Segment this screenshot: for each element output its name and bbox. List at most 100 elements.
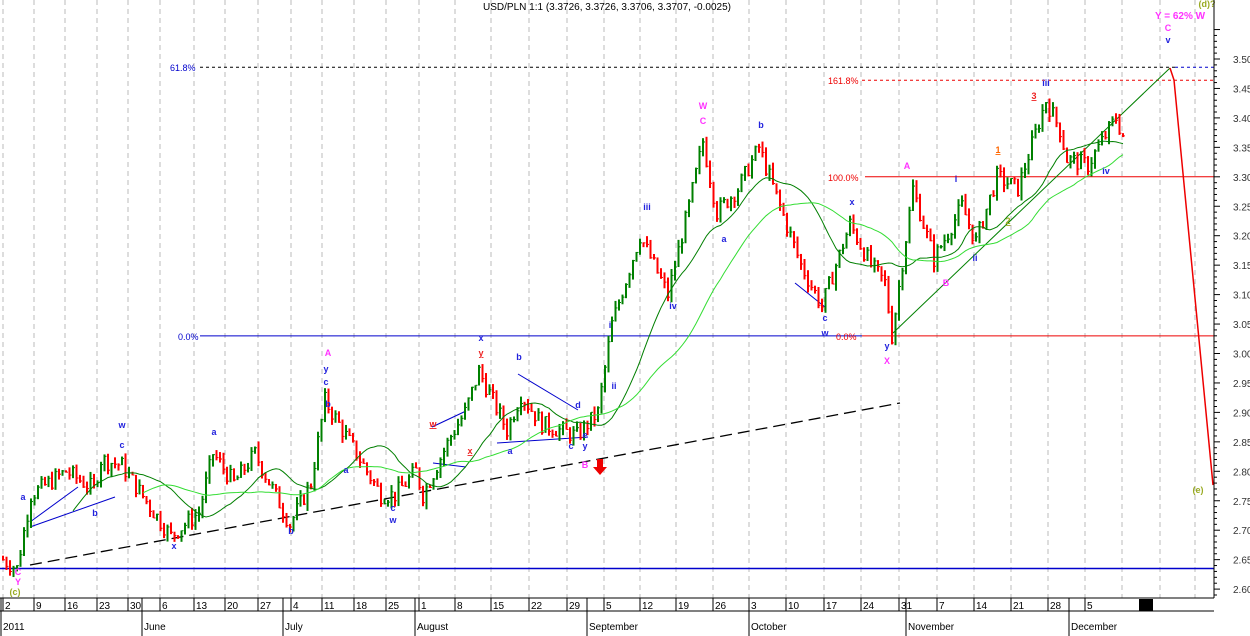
wave-label: b — [325, 399, 331, 409]
wave-label: (e) — [1193, 485, 1204, 495]
pattern-line — [431, 410, 467, 428]
y-tick-label: 3.00 — [1233, 350, 1250, 361]
week-label: 27 — [260, 601, 272, 612]
wave-label: iii — [1042, 78, 1050, 88]
pattern-line — [29, 496, 116, 528]
pattern-line — [517, 373, 579, 411]
projection-line — [1169, 67, 1214, 486]
week-label: 22 — [531, 601, 543, 612]
week-label: 3 — [751, 601, 757, 612]
week-label: 9 — [36, 601, 42, 612]
wave-label: y — [323, 364, 328, 374]
y-tick-label: 2.65 — [1233, 556, 1250, 567]
week-label: 17 — [826, 601, 838, 612]
wave-label: i — [955, 174, 958, 184]
wave-label: i — [609, 320, 612, 330]
week-label: 31 — [901, 601, 913, 612]
wave-label: x — [171, 541, 176, 551]
week-label: 28 — [1050, 601, 1062, 612]
down-arrow-icon — [593, 459, 607, 475]
week-label: 13 — [196, 601, 208, 612]
fib-label: 0.0% — [178, 332, 199, 342]
week-label: 26 — [715, 601, 727, 612]
week-label: 7 — [939, 601, 945, 612]
fib-label: 0.0% — [836, 332, 857, 342]
month-label: August — [417, 622, 448, 633]
fib-label: 100.0% — [828, 173, 859, 183]
fib-label: 61.8% — [170, 63, 196, 73]
month-label: November — [908, 622, 955, 633]
wave-label: C — [700, 116, 707, 126]
wave-label: X — [884, 356, 890, 366]
pattern-line — [432, 462, 467, 468]
month-label: October — [751, 622, 787, 633]
wave-label: a — [721, 234, 727, 244]
y-tick-label: 3.50 — [1233, 55, 1250, 66]
y-tick-label: 2.75 — [1233, 497, 1250, 508]
y-tick-label: 3.40 — [1233, 114, 1250, 125]
month-label: September — [589, 622, 639, 633]
y-tick-label: 2.70 — [1233, 526, 1250, 537]
wave-label: y — [884, 341, 889, 351]
week-label: 21 — [1013, 601, 1025, 612]
wave-label: a — [20, 492, 26, 502]
current-time-marker — [1139, 599, 1153, 611]
sma-long-line — [142, 154, 1124, 496]
wave-label: b — [92, 508, 98, 518]
week-label: 18 — [356, 601, 368, 612]
week-label: 20 — [227, 601, 239, 612]
wave-label: c — [822, 313, 827, 323]
wave-label: ii — [611, 381, 616, 391]
month-label: June — [144, 622, 166, 633]
channel-line — [892, 67, 1171, 334]
week-label: 23 — [99, 601, 111, 612]
wave-label: w — [117, 420, 126, 430]
y-tick-label: 3.15 — [1233, 261, 1250, 272]
x-axis: 2 9 16 23 30 6 13 20 27 4 11 18 25 1 8 15 22 29 5 12 19 26 3 10… — [0, 597, 1214, 636]
wave-label: b — [516, 352, 522, 362]
wave-label: c — [568, 441, 573, 451]
wave-label: B — [582, 460, 589, 470]
week-label: 10 — [788, 601, 800, 612]
wave-label: d — [575, 400, 581, 410]
wave-label: a — [507, 446, 513, 456]
wave-label: x — [467, 446, 472, 456]
week-label: 1 — [421, 601, 427, 612]
week-label: 29 — [569, 601, 581, 612]
fib-label: 161.8% — [828, 76, 859, 86]
price-bars — [2, 98, 1125, 578]
y-tick-label: 3.35 — [1233, 143, 1250, 154]
wave-label: v — [1165, 35, 1170, 45]
week-label: 30 — [130, 601, 142, 612]
wave-label: W — [699, 101, 708, 111]
y-tick-label: 2.85 — [1233, 438, 1250, 449]
week-label: 24 — [863, 601, 875, 612]
wave-label: e — [582, 430, 587, 440]
month-label: 2011 — [3, 622, 25, 633]
wave-label: b — [758, 120, 764, 130]
week-label: 6 — [162, 601, 168, 612]
week-label: 16 — [67, 601, 79, 612]
wave-label: w — [820, 328, 829, 338]
y-tick-label: 2.95 — [1233, 379, 1250, 390]
week-label: 11 — [324, 601, 335, 612]
week-label: 5 — [1087, 601, 1093, 612]
week-label: 14 — [976, 601, 988, 612]
y-tick-label: 2.80 — [1233, 467, 1250, 478]
pattern-line — [794, 282, 826, 308]
wave-label: 3 — [1031, 91, 1036, 101]
wave-label: x — [849, 197, 854, 207]
wave-label: (d)? — [1199, 0, 1216, 9]
week-label: 4 — [293, 601, 299, 612]
wave-label: 1 — [995, 145, 1000, 155]
wave-label: C — [15, 567, 22, 577]
month-label: July — [285, 622, 303, 633]
moving-averages — [72, 140, 1124, 518]
week-label: 12 — [642, 601, 654, 612]
y-tick-label: 3.10 — [1233, 291, 1250, 302]
wave-label: c — [390, 503, 395, 513]
y-tick-label: 2.90 — [1233, 408, 1250, 419]
pattern-line — [29, 486, 79, 523]
